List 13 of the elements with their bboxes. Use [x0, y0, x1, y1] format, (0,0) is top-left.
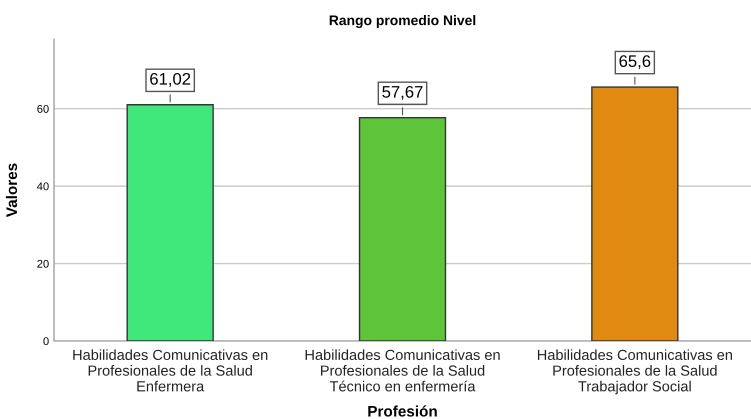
x-tick-label: Habilidades Comunicativas en Profesionales de la Salud Enfermera	[73, 349, 268, 392]
x-axis-title: Profesión	[368, 405, 437, 417]
y-tick-label: 20	[37, 260, 49, 268]
chart-title: Rango promedio Nivel	[330, 15, 476, 28]
y-tick-label: 0	[43, 337, 49, 346]
y-tick-label: 60	[37, 104, 49, 113]
data-label: 61,02	[150, 72, 190, 87]
y-axis-title: Valores	[6, 163, 18, 218]
data-label: 57,67	[382, 86, 423, 100]
y-tick-label: 40	[37, 182, 49, 190]
x-tick-label: Habilidades Comunicativas en Profesionales de la Salud Técnico en enfermería	[306, 349, 500, 392]
x-tick-label: Habilidades Comunicativas en Profesionales de la Salud Trabajador Social	[538, 349, 732, 394]
data-label: 65,6	[619, 55, 650, 70]
